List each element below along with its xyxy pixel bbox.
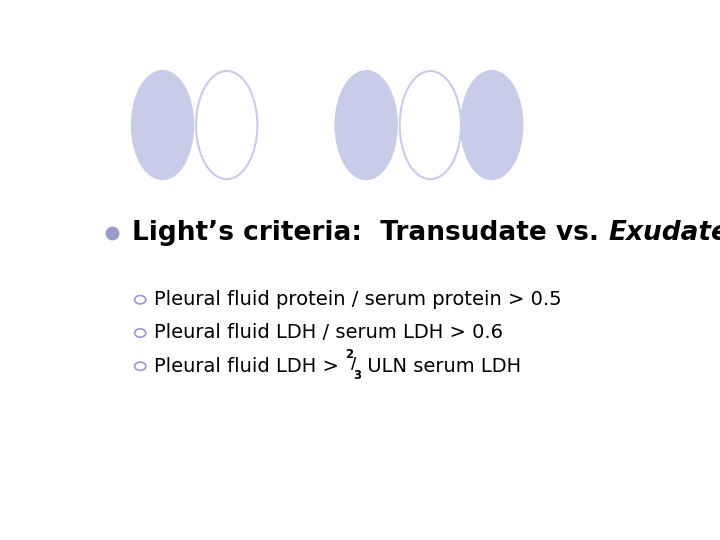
Text: 3: 3 bbox=[353, 369, 361, 382]
Ellipse shape bbox=[132, 71, 193, 179]
Text: Light’s criteria:  Transudate vs.: Light’s criteria: Transudate vs. bbox=[132, 220, 608, 246]
Ellipse shape bbox=[196, 71, 258, 179]
Text: /: / bbox=[351, 357, 356, 372]
Text: Exudate: Exudate bbox=[608, 220, 720, 246]
Point bbox=[107, 229, 118, 238]
Ellipse shape bbox=[336, 71, 397, 179]
Ellipse shape bbox=[461, 71, 523, 179]
Text: Pleural fluid LDH >: Pleural fluid LDH > bbox=[154, 357, 346, 376]
Ellipse shape bbox=[400, 71, 461, 179]
Circle shape bbox=[135, 362, 145, 370]
Text: Pleural fluid protein / serum protein > 0.5: Pleural fluid protein / serum protein > … bbox=[154, 290, 562, 309]
Text: 2: 2 bbox=[346, 348, 354, 361]
Text: ULN serum LDH: ULN serum LDH bbox=[361, 357, 521, 376]
Circle shape bbox=[135, 295, 145, 304]
Circle shape bbox=[135, 329, 145, 337]
Text: Pleural fluid LDH / serum LDH > 0.6: Pleural fluid LDH / serum LDH > 0.6 bbox=[154, 323, 503, 342]
